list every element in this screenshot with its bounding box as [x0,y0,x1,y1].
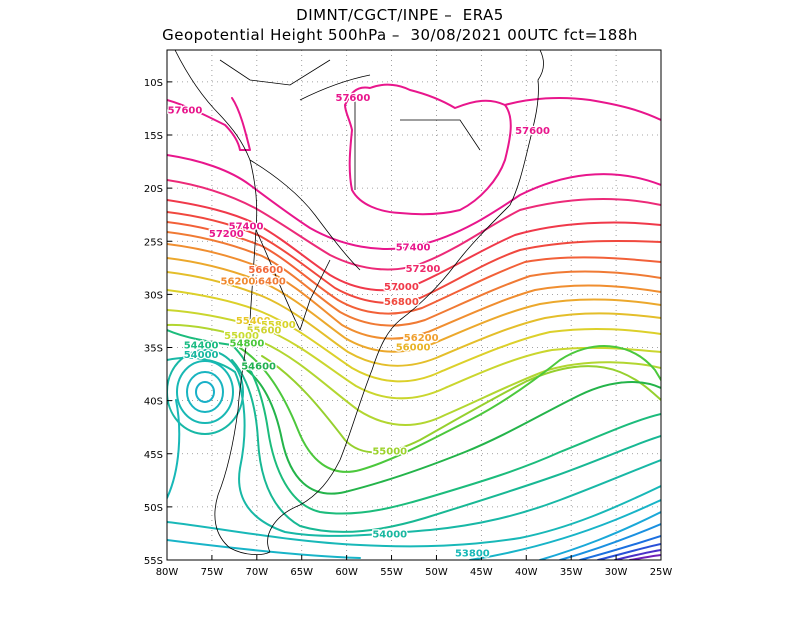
lat-tick-label: 10S [144,78,163,89]
contour-56600 [167,221,661,315]
contour-55400 [167,309,661,400]
lon-tick-label: 40W [515,567,538,578]
lon-tick-label: 75W [201,567,224,578]
lon-tick-label: 45W [470,567,493,578]
contour-label: 55600 [247,326,282,337]
contour-54600 [243,367,661,495]
contour-53000 [579,535,661,560]
lon-tick-label: 65W [290,567,313,578]
lat-tick-label: 25S [144,237,163,248]
title-line-2: Geopotential Height 500hPa – 30/08/2021 … [162,26,638,44]
contour-label: 57600 [336,93,371,104]
lon-tick-label: 50W [425,567,448,578]
axis-ticks: 80W 75W 70W 65W 60W 55W 50W 45W 40W 35W 30W 25W 10S 1… [144,78,672,578]
contour-label: 56000 [396,343,431,354]
contour-52600 [614,549,661,560]
contour-label: 56600 [248,265,283,276]
lat-tick-label: 30S [144,290,163,301]
contour-label: 57600 [515,126,550,137]
lat-tick-label: 35S [144,344,163,355]
contour-53200 [559,523,661,560]
contour-label: 57200 [406,264,441,275]
lon-tick-label: 60W [335,567,358,578]
contour-label: 55000 [372,447,407,458]
contour-55800 [167,271,661,367]
contour-53600 [167,499,661,560]
contour-label: 57000 [384,282,419,293]
contour-56400 [167,231,661,327]
contour-label: 55400 [236,316,271,327]
low-ring-2 [176,360,234,424]
contour-54800 [239,345,661,473]
contour-label: 54800 [230,338,265,349]
low-ring-1 [167,349,244,435]
contour-57600-brazil [344,83,512,216]
contour-label: 54600 [241,362,276,373]
lon-tick-label: 30W [605,567,628,578]
coast-west [174,50,271,556]
lon-tick-label: 70W [246,567,269,578]
low-ring-4 [195,381,215,403]
border-3 [255,229,331,331]
contour-label: 56800 [384,297,419,308]
lon-tick-label: 25W [650,567,673,578]
contour-57000 [167,199,661,292]
contour-labels: 5760057600576005740057200574005720057000… [166,92,551,561]
contour-57200 [167,179,661,271]
contour-label: 54400 [184,340,219,351]
contour-label: 56400 [251,277,286,288]
lat-tick-label: 50S [144,503,163,514]
lat-tick-label: 20S [144,184,163,195]
contour-54400 [167,329,661,515]
lon-tick-label: 55W [380,567,403,578]
coast-east [267,50,544,553]
contour-label: 57400 [396,243,431,254]
contour-57400 [167,154,661,250]
contour-label: 55800 [261,320,296,331]
lat-tick-label: 45S [144,450,163,461]
plot-frame [166,49,662,561]
lat-tick-label: 40S [144,397,163,408]
contour-55000 [261,355,661,454]
border-1 [249,159,361,271]
contour-53400 [539,511,661,560]
contour-53800 [167,399,661,548]
contour-57600-west [167,97,251,151]
title-line-1: DIMNT/CGCT/INPE – ERA5 [296,6,504,24]
contour-label: 53800 [455,549,490,560]
contour-label: 57200 [209,229,244,240]
lon-tick-label: 80W [156,567,179,578]
contour-label: 54000 [372,530,407,541]
border-2 [299,74,481,190]
contour-label: 55000 [224,331,259,342]
contour-label: 54000 [184,350,219,361]
contour-56200 [167,243,661,340]
contour-label: 56200 [221,277,256,288]
contour-54000 [167,356,661,537]
low-ring-3 [186,371,224,413]
contour-55600 [167,289,661,383]
border-4 [219,59,331,86]
lon-tick-label: 35W [560,567,583,578]
contour-52400 [629,554,661,560]
contour-56000 [167,257,661,353]
contour-57600-east [504,96,661,121]
contour-52800 [597,543,661,560]
lat-tick-label: 15S [144,131,163,142]
contour-label: 57400 [229,221,264,232]
coastlines [174,50,544,556]
contour-label: 56200 [404,333,439,344]
contour-54200 [231,359,661,533]
contour-label: 57600 [168,106,203,117]
contour-55200 [167,323,661,426]
lat-tick-label: 55S [144,556,163,567]
